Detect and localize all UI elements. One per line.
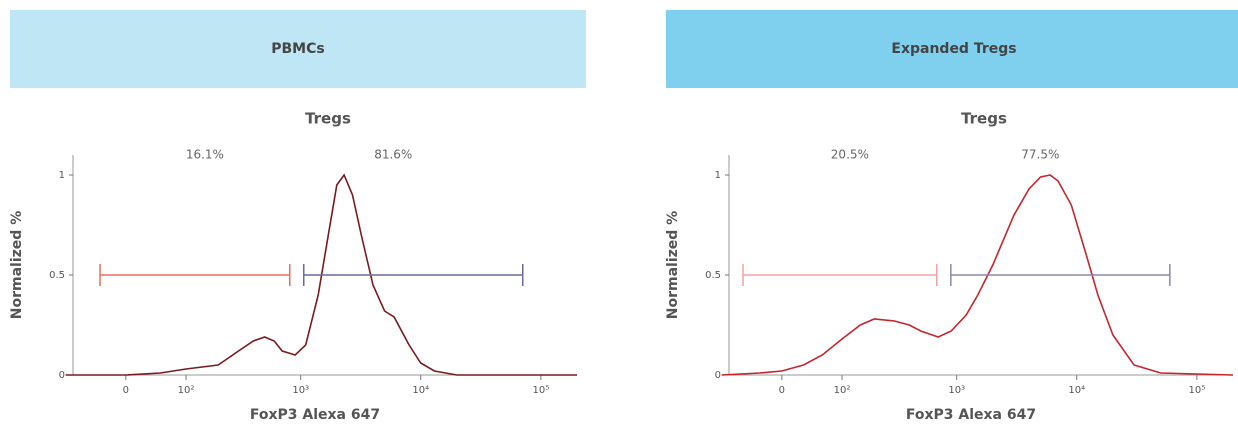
y-tick-label: 0	[59, 370, 65, 381]
x-tick-label: 10⁵	[532, 385, 549, 396]
x-tick-label: 10³	[948, 385, 965, 396]
x-tick-label: 10²	[178, 385, 195, 396]
gate-percent: 81.6%	[374, 148, 412, 162]
gate-percent: 16.1%	[186, 148, 224, 162]
y-tick-label: 0	[715, 370, 721, 381]
histogram-line	[65, 173, 577, 376]
x-tick-label: 10⁵	[1188, 385, 1205, 396]
x-tick-label: 10⁴	[1068, 385, 1085, 396]
banner-title: Expanded Tregs	[891, 41, 1016, 57]
y-tick-label: 1	[59, 170, 65, 181]
banner-title: PBMCs	[271, 41, 324, 57]
y-axis-label: Normalized %	[665, 211, 681, 319]
y-tick-label: 0.5	[49, 270, 65, 281]
gate-percent: 77.5%	[1021, 148, 1059, 162]
x-tick-label: 10³	[292, 385, 309, 396]
x-tick-label: 0	[123, 385, 129, 396]
banner	[10, 10, 586, 88]
x-tick-label: 0	[779, 385, 785, 396]
subtitle: Tregs	[305, 110, 351, 128]
x-axis-label: FoxP3 Alexa 647	[906, 407, 1036, 423]
x-axis-label: FoxP3 Alexa 647	[250, 407, 380, 423]
y-axis-label: Normalized %	[9, 211, 25, 319]
y-tick-label: 0.5	[705, 270, 721, 281]
x-tick-label: 10⁴	[412, 385, 429, 396]
subtitle: Tregs	[961, 110, 1007, 128]
gate-percent: 20.5%	[831, 148, 869, 162]
banner	[666, 10, 1238, 88]
x-tick-label: 10²	[834, 385, 851, 396]
y-tick-label: 1	[715, 170, 721, 181]
